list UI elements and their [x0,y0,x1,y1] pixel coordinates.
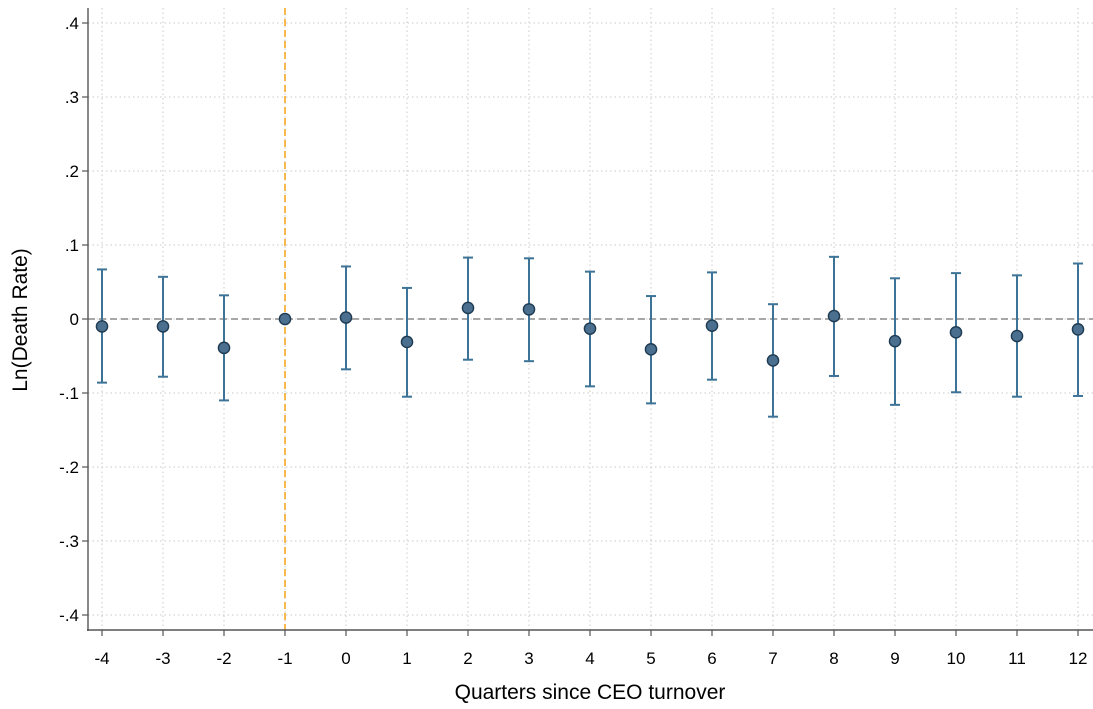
point-estimate [644,343,658,356]
x-tick-label: -4 [94,649,109,668]
y-tick-label: -.4 [59,606,79,625]
y-tick-label: .3 [65,88,79,107]
x-tick-label: 9 [890,649,899,668]
point-estimate [95,320,109,333]
point-estimate [1071,323,1085,336]
y-axis-title: Ln(Death Rate) [9,248,32,392]
y-tick-label: -.1 [59,384,79,403]
x-axis-title: Quarters since CEO turnover [455,681,726,704]
y-tick-label: .4 [65,14,79,33]
x-tick-label: 7 [768,649,777,668]
point-estimate [888,334,902,348]
point-estimate [705,319,719,332]
point-estimate [339,311,353,324]
x-tick-label: 8 [829,649,838,668]
x-tick-label: 4 [585,649,594,668]
point-estimate [156,320,170,333]
x-tick-label: 6 [707,649,716,668]
y-tick-label: -.2 [59,458,79,477]
point-estimate [949,326,963,339]
x-tick-label: -2 [216,649,231,668]
axes [82,8,1093,636]
x-tick-label: 11 [1008,649,1026,668]
tick-labels: .4.3.2.10-.1-.2-.3-.4-4 -3 -2 -1 0 1 2 3 4 5 6 7 8 9 1… [59,14,1087,668]
y-tick-label: -.3 [59,532,79,551]
point-estimate [461,301,475,315]
point-estimate [766,354,780,367]
point-estimate [278,312,292,326]
x-tick-label: 3 [524,649,533,668]
point-estimate [217,341,231,355]
y-tick-label: .1 [65,236,79,255]
point-estimate [827,309,841,323]
x-tick-label: -3 [155,649,170,668]
x-tick-label: 1 [402,649,411,668]
x-tick-label: 10 [947,649,966,668]
point-estimate [522,303,536,316]
data-series [95,255,1085,418]
x-tick-label: 12 [1069,649,1088,668]
x-tick-label: 0 [341,649,350,668]
x-tick-label: -1 [277,649,292,668]
point-estimate [583,322,597,335]
y-tick-label: .2 [65,162,79,181]
x-tick-label: 2 [463,649,472,668]
point-estimate [400,335,414,349]
y-tick-label: 0 [70,310,79,329]
point-estimate [1010,329,1024,343]
x-tick-label: 5 [646,649,655,668]
